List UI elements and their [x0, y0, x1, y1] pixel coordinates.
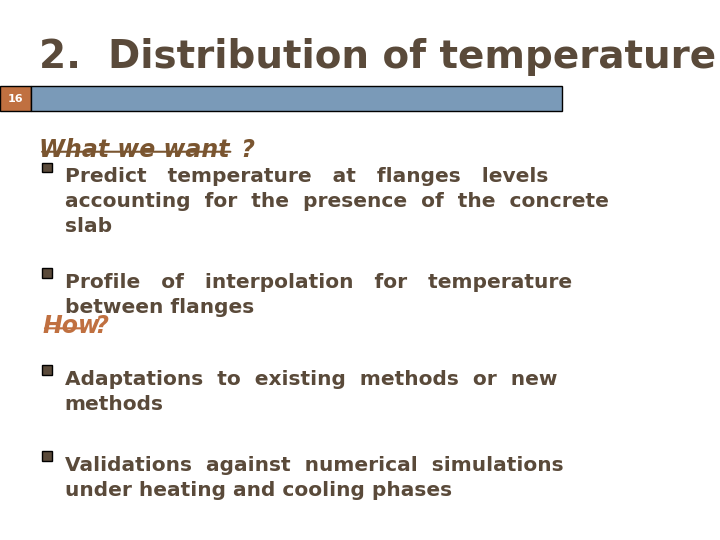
Text: Predict   temperature   at   flanges   levels
accounting  for  the  presence  of: Predict temperature at flanges levels ac…: [65, 167, 608, 237]
FancyBboxPatch shape: [42, 365, 53, 375]
FancyBboxPatch shape: [42, 451, 53, 461]
FancyBboxPatch shape: [42, 163, 53, 172]
Text: 16: 16: [8, 93, 24, 104]
Text: ?: ?: [233, 138, 255, 161]
Text: Profile   of   interpolation   for   temperature
between flanges: Profile of interpolation for temperature…: [65, 273, 572, 316]
Text: How: How: [42, 314, 100, 338]
FancyBboxPatch shape: [31, 86, 562, 111]
Text: 2.  Distribution of temperature: 2. Distribution of temperature: [40, 38, 716, 76]
Text: Validations  against  numerical  simulations
under heating and cooling phases: Validations against numerical simulation…: [65, 456, 563, 500]
Text: Adaptations  to  existing  methods  or  new
methods: Adaptations to existing methods or new m…: [65, 370, 557, 414]
FancyBboxPatch shape: [42, 268, 53, 278]
FancyBboxPatch shape: [0, 86, 31, 111]
Text: What we want: What we want: [40, 138, 230, 161]
Text: ?: ?: [87, 314, 109, 338]
